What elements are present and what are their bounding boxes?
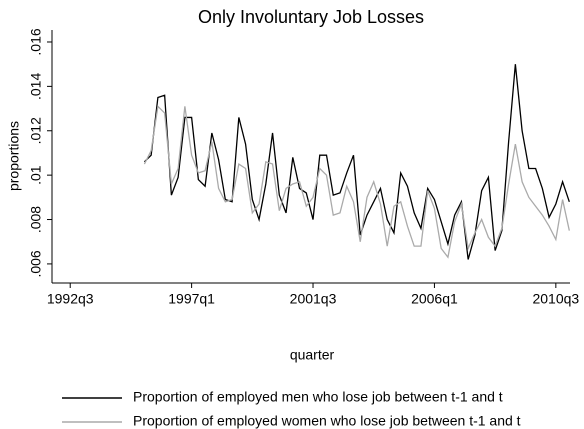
x-tick-label: 1992q3 bbox=[47, 291, 94, 307]
y-tick-label: .012 bbox=[28, 117, 44, 144]
legend-label: Proportion of employed women who lose jo… bbox=[133, 413, 521, 429]
series-line bbox=[143, 104, 570, 259]
series-line bbox=[143, 64, 570, 260]
chart-title: Only Involuntary Job Losses bbox=[198, 7, 424, 27]
y-tick-label: .016 bbox=[28, 28, 44, 55]
y-tick-label: .006 bbox=[28, 250, 44, 277]
x-tick-label: 2001q3 bbox=[290, 291, 337, 307]
x-tick-label: 1997q1 bbox=[168, 291, 215, 307]
legend-label: Proportion of employed men who lose job … bbox=[133, 389, 503, 405]
y-tick-label: .01 bbox=[28, 165, 44, 185]
y-tick-label: .008 bbox=[28, 206, 44, 233]
y-axis-label: proportions bbox=[6, 121, 22, 191]
x-tick-label: 2006q1 bbox=[411, 291, 458, 307]
x-axis-label: quarter bbox=[290, 347, 335, 363]
x-tick-label: 2010q3 bbox=[532, 291, 579, 307]
y-tick-label: .014 bbox=[28, 73, 44, 100]
